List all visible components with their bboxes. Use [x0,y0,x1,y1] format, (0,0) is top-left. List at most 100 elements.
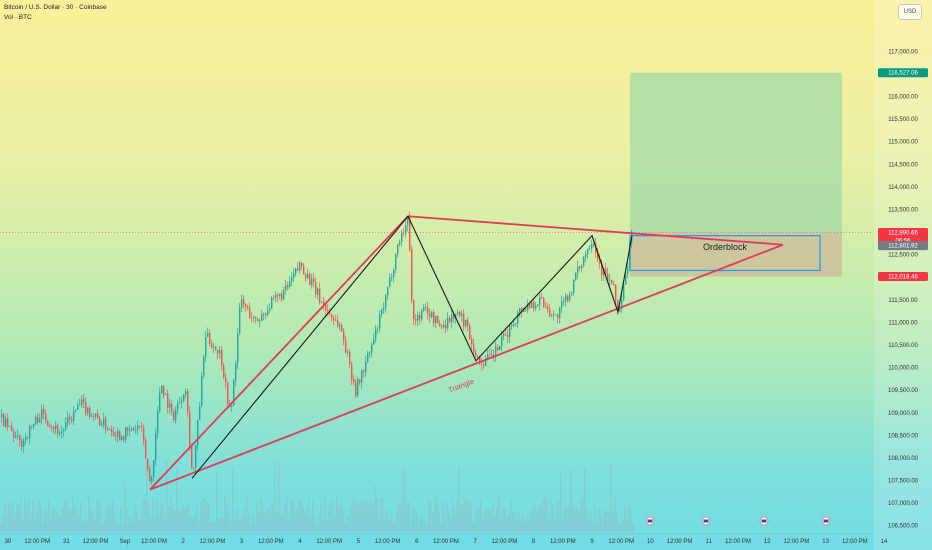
volume-bar [12,501,14,532]
x-tick-label: 12:00 PM [258,539,284,545]
volume-bar [46,512,48,532]
volume-bar [382,497,384,532]
volume-bar [428,499,430,532]
candle-body [313,278,315,282]
volume-bar [246,496,248,532]
candle-body [557,314,559,319]
y-tick-label: 107,500.00 [888,479,919,485]
candle-body [607,273,609,281]
volume-bar [108,503,110,532]
volume-label: Vol · BTC [4,14,32,21]
volume-bar [540,506,542,532]
candle-body [473,344,475,353]
candle-body [65,422,67,430]
volume-bar [424,520,426,532]
candle-body [19,435,21,441]
volume-bar [290,501,292,532]
event-flag-icon-inner [823,519,829,523]
volume-bar [442,502,444,532]
candle-body [537,304,539,306]
candle-body [375,328,377,339]
volume-bar [586,508,588,532]
y-tick-label: 109,000.00 [888,411,919,417]
volume-bar [200,500,202,532]
candle-body [17,435,19,437]
volume-bar [182,505,184,532]
candle-body [247,306,249,308]
candle-body [623,284,625,300]
candle-body [327,310,329,312]
candle-body [513,324,515,326]
candle-body [173,411,175,420]
candle-body [159,393,161,412]
volume-bar [492,504,494,532]
x-tick-label: 4 [298,539,302,545]
volume-bar [380,497,382,532]
candle-body [155,433,157,461]
candle-body [493,354,495,357]
volume-bar [86,519,88,532]
volume-bar [466,500,468,532]
candle-body [7,418,9,427]
zigzag-line [191,215,633,479]
candle-body [481,363,483,365]
candle-body [341,324,343,332]
volume-bars [0,461,634,532]
volume-bar [376,497,378,532]
candle-body [61,431,63,434]
candle-body [259,320,261,322]
y-tick-label: 114,000.00 [888,185,918,191]
volume-bar [590,511,592,532]
volume-bar [458,467,460,532]
candle-body [35,416,37,424]
time-axis[interactable]: 30 12:00 PM 31 12:00 PM Sep 12:00 PM 2 12:00 PM… [0,516,888,545]
volume-bar [310,514,312,532]
volume-bar [30,513,32,532]
candle-body [621,299,623,309]
candle-body [517,312,519,324]
candle-body [293,273,295,278]
candle-body [175,409,177,420]
volume-bar [402,471,404,532]
y-tick-label: 112,500.00 [888,253,918,259]
price-axis[interactable]: 117,000.00116,500.00116,000.00115,500.00… [874,0,932,550]
candle-body [177,403,179,410]
volume-bar [6,514,8,532]
volume-bar [350,506,352,532]
volume-bar [366,499,368,532]
volume-bar [558,501,560,532]
volume-bar [410,522,412,532]
volume-bar [58,513,60,532]
candle-body [297,268,299,271]
volume-bar [142,498,144,532]
volume-bar [192,518,194,532]
candle-body [613,283,615,286]
candle-body [429,313,431,318]
candle-body [585,254,587,258]
candle-body [181,400,183,403]
volume-bar [582,496,584,532]
volume-bar [346,517,348,532]
candle-body [285,285,287,291]
volume-bar [340,504,342,532]
candle-body [121,436,123,440]
volume-bar [600,515,602,532]
candle-body [205,336,207,357]
orderblock-label: Orderblock [703,242,748,252]
volume-bar [14,513,16,532]
volume-bar [148,502,150,532]
volume-bar [484,511,486,532]
volume-bar [174,510,176,532]
volume-bar [220,518,222,532]
currency-button[interactable]: USD [898,4,922,20]
volume-bar [400,504,402,532]
candle-body [453,314,455,319]
candle-body [59,433,61,435]
volume-bar [348,516,350,532]
volume-bar [530,511,532,532]
candle-body [131,428,133,430]
volume-bar [114,513,116,532]
volume-bar [450,516,452,532]
volume-bar [178,510,180,532]
